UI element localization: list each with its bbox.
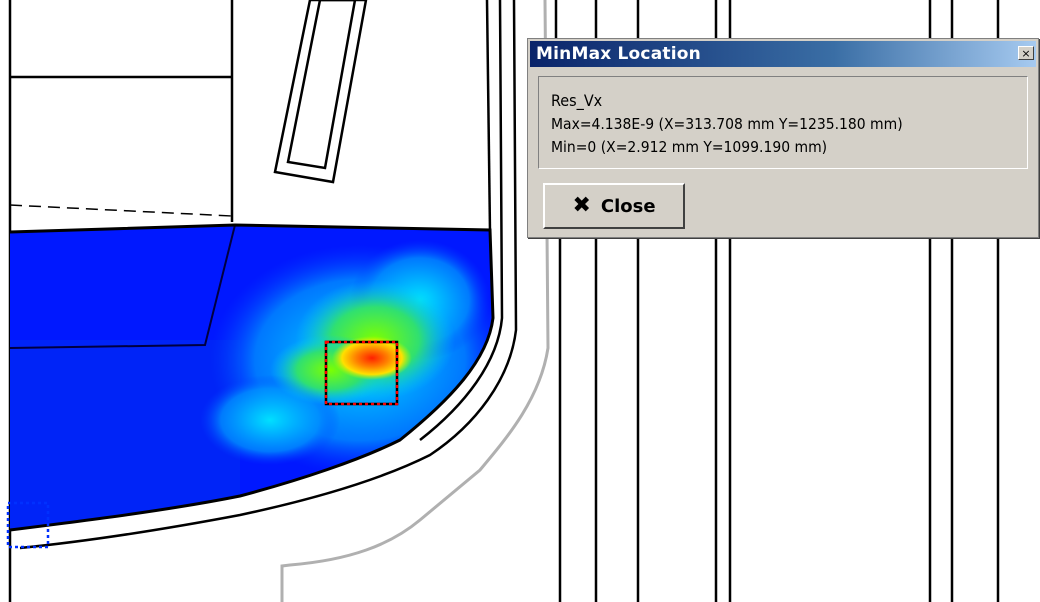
- max-location-marker-dash: [324, 340, 399, 406]
- result-name: Res_Vx: [551, 91, 603, 110]
- minmax-location-dialog[interactable]: MinMax Location × Res_Vx Max=4.138E-9 (X…: [527, 38, 1039, 238]
- x-icon: ✖: [572, 193, 591, 218]
- dialog-title: MinMax Location: [536, 44, 701, 64]
- dashed-reference-line: [9, 204, 233, 217]
- close-button-label: Close: [600, 195, 656, 217]
- min-location-marker: [6, 501, 50, 549]
- result-info-panel: Res_Vx Max=4.138E-9 (X=313.708 mm Y=1235…: [538, 76, 1028, 169]
- max-value-line: Max=4.138E-9 (X=313.708 mm Y=1235.180 mm…: [551, 115, 903, 133]
- dialog-titlebar[interactable]: MinMax Location ×: [530, 41, 1036, 67]
- tank-outline: [9, 223, 495, 532]
- title-close-icon[interactable]: ×: [1018, 46, 1034, 60]
- close-button[interactable]: ✖ Close: [543, 183, 685, 229]
- min-value-line: Min=0 (X=2.912 mm Y=1099.190 mm): [551, 138, 828, 156]
- outer-contour-gray: [280, 0, 550, 602]
